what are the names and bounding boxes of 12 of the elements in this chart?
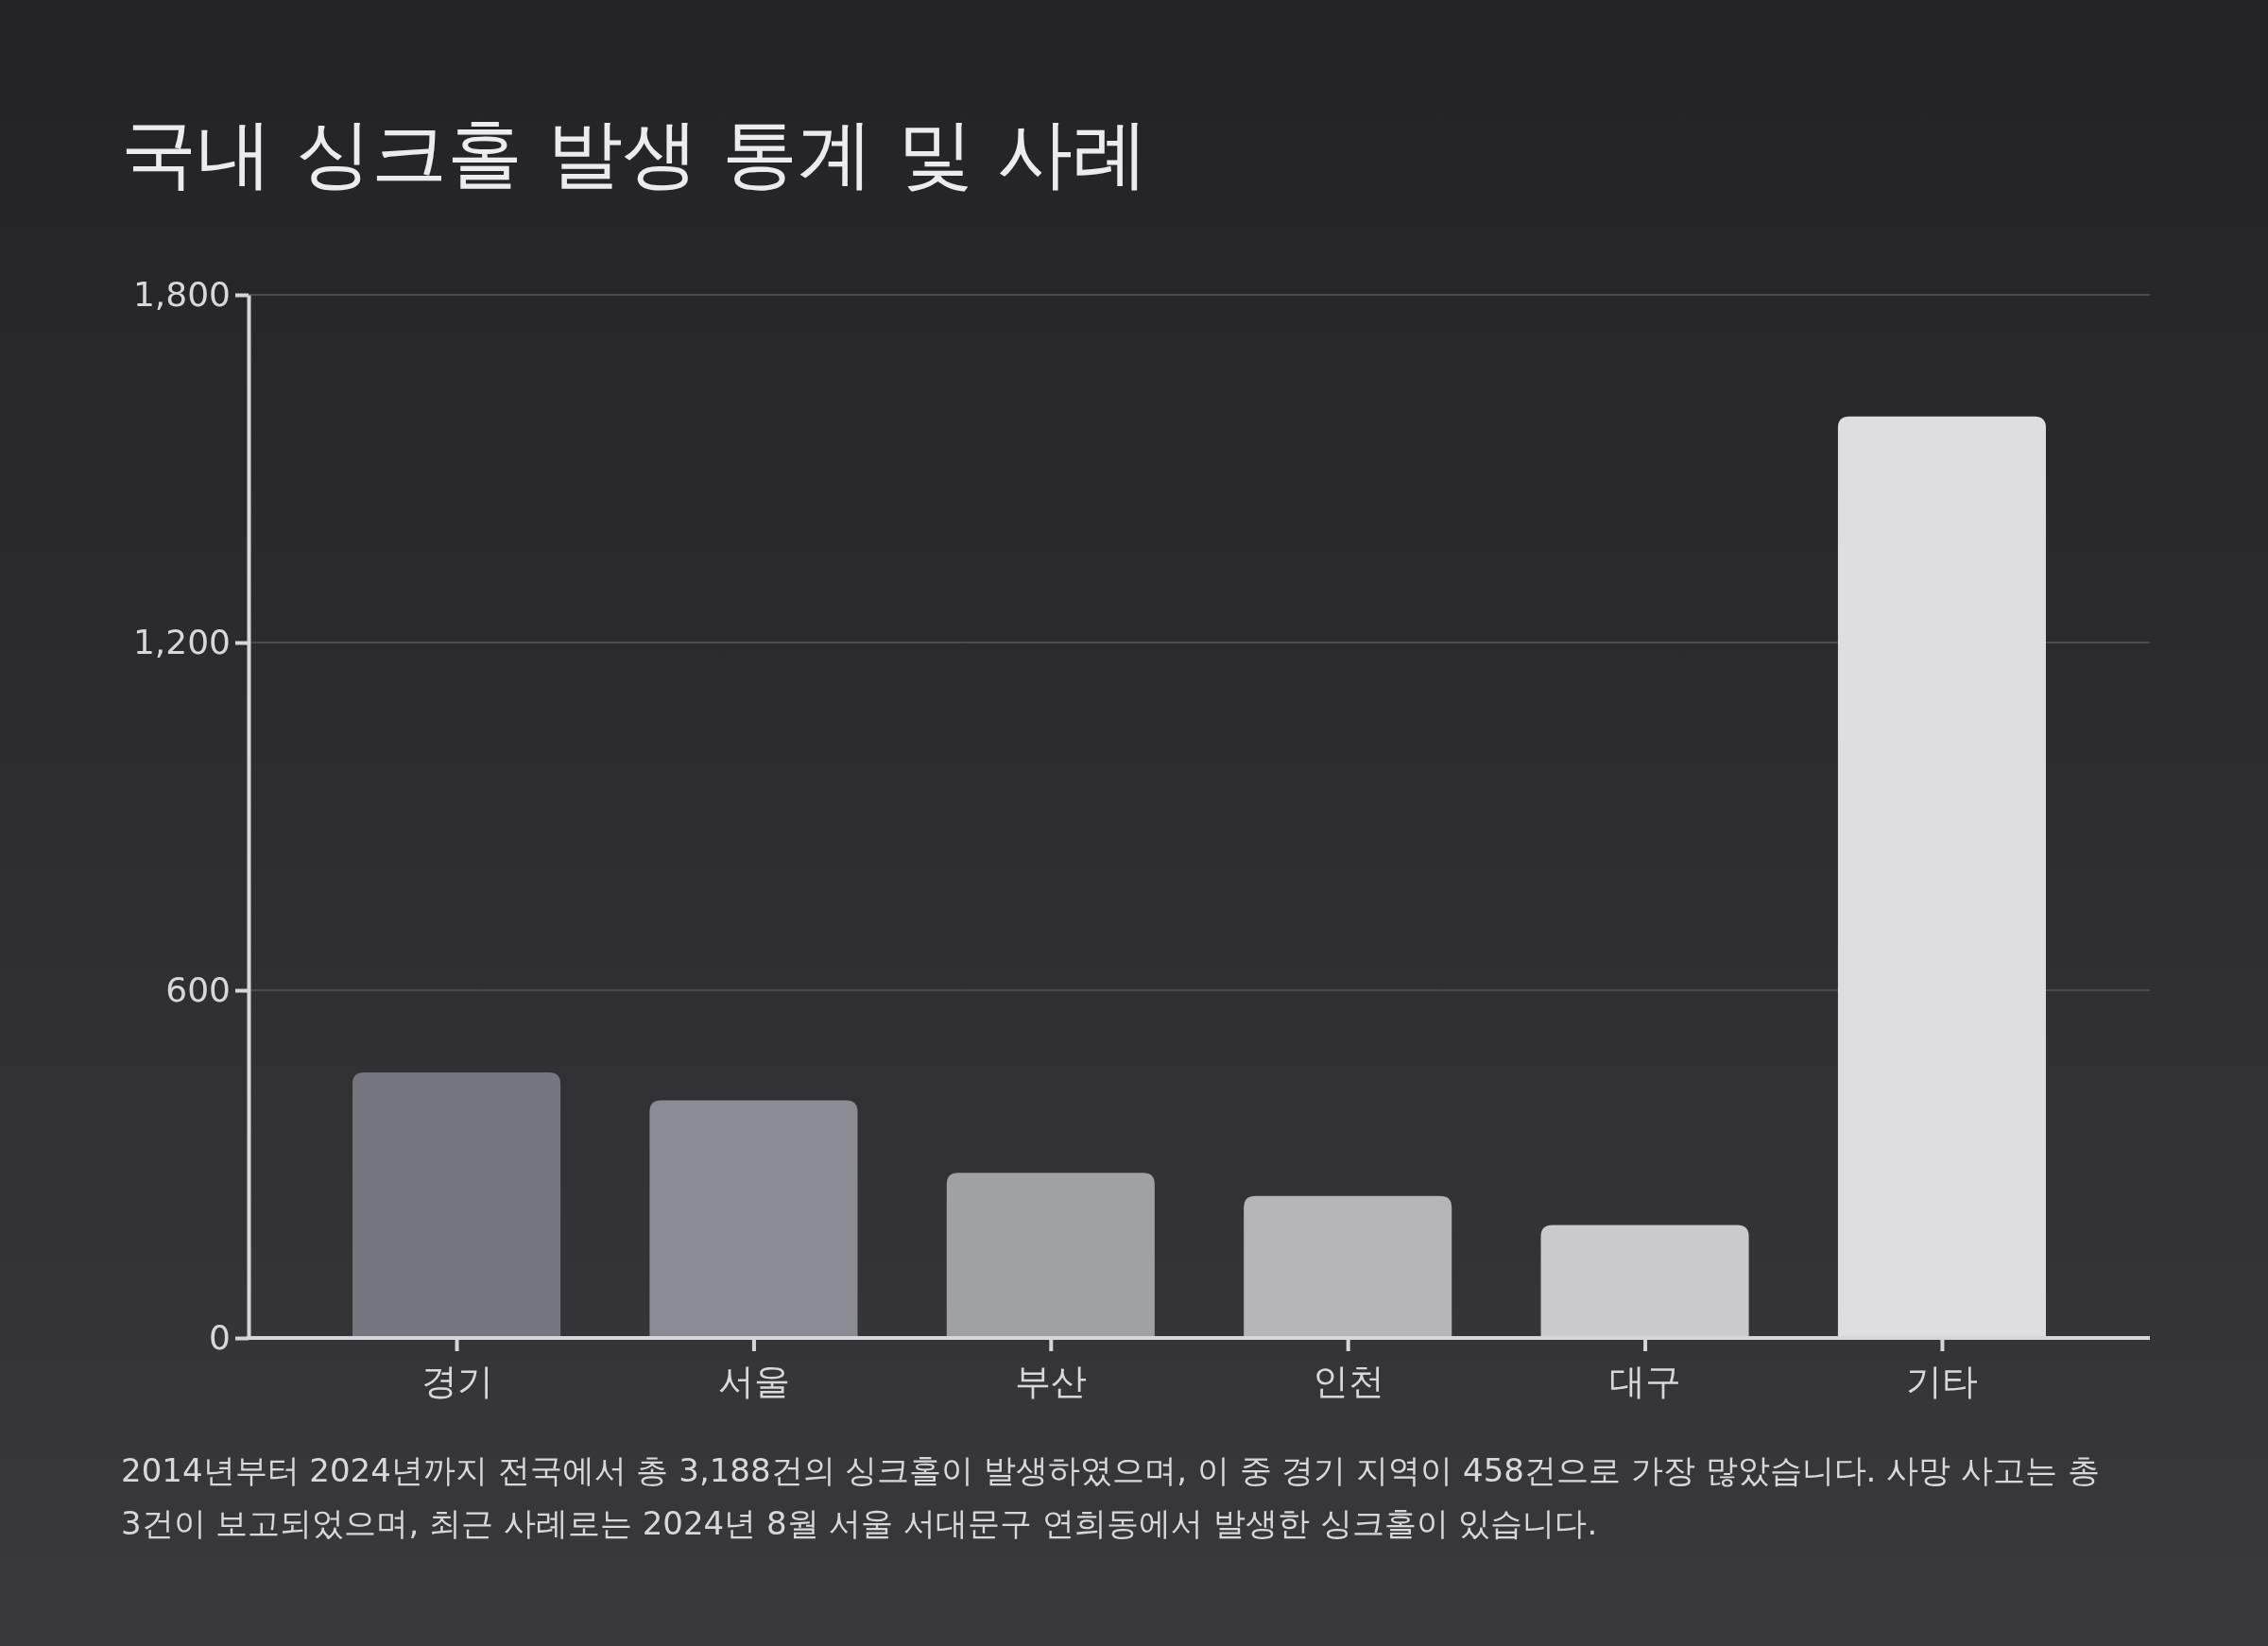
x-tick-label: 서울 [717, 1360, 790, 1402]
y-tick-label: 0 [209, 1318, 231, 1358]
x-tick-label: 인천 [1312, 1360, 1384, 1402]
x-tick-label: 부산 [1015, 1360, 1088, 1402]
y-tick-label: 600 [165, 970, 231, 1010]
x-tick-label: 대구 [1609, 1360, 1682, 1402]
text: 2014년부터 2024년까지 전국에서 총 3,188건의 싱크홀이 발생하였으며, 이 중 경기 지역이 458건으로 가장 많았습니다. 사망 사고는 총 3건이 보고되었으며, 최근 사례로는 2024년 8월 서울 서대문구 연희동에서 발생한 싱크홀이 있습니다. [121, 1451, 2100, 1542]
chart-title: 국내 싱크홀 발생 통계 및 사례 [121, 110, 1149, 197]
x-tick-label: 기타 [1906, 1360, 1979, 1402]
y-tick-label: 1,200 [132, 623, 231, 662]
y-tick-label: 1,800 [132, 275, 231, 315]
x-tick-label: 경기 [421, 1360, 493, 1402]
